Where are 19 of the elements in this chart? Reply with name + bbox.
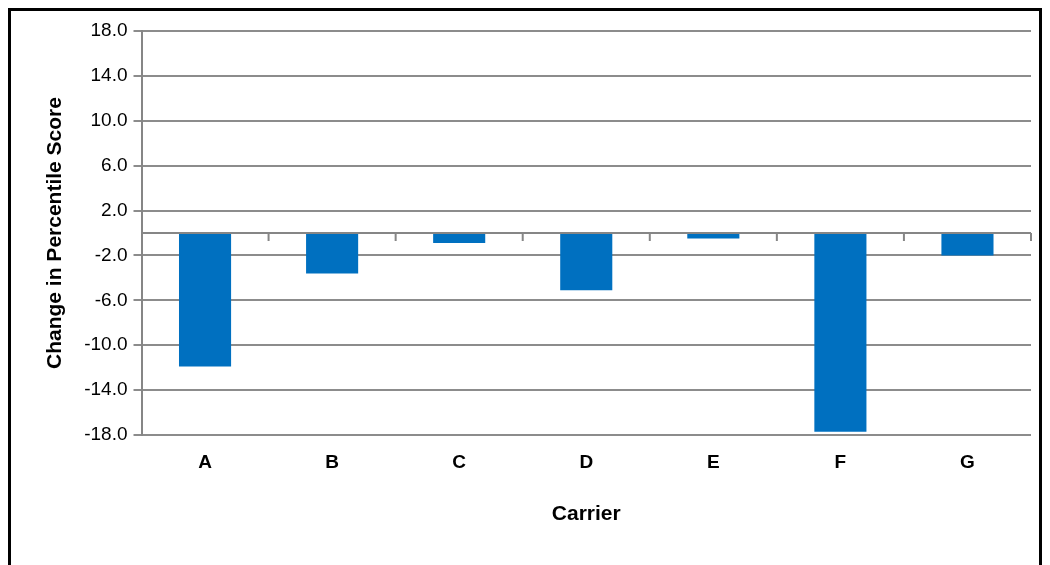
y-tick-label: -2.0 <box>94 243 128 265</box>
y-tick-label: 18.0 <box>90 19 128 41</box>
x-tick-label: G <box>960 450 975 472</box>
y-tick-label: 6.0 <box>101 153 128 175</box>
x-tick-label: B <box>325 450 339 472</box>
y-tick-label: -14.0 <box>84 378 128 400</box>
x-tick-label: E <box>706 450 720 472</box>
y-tick-label: 10.0 <box>90 109 128 131</box>
x-tick-label: D <box>579 450 594 472</box>
y-tick-label: 14.0 <box>90 64 128 86</box>
y-tick-label: -18.0 <box>84 423 128 445</box>
x-axis-title: Carrier <box>551 501 621 525</box>
y-axis-title: Change in Percentile Score <box>42 97 66 369</box>
y-tick-label: -6.0 <box>94 288 128 310</box>
x-tick-label: F <box>834 450 847 472</box>
y-tick-label: -10.0 <box>84 333 128 355</box>
x-tick-label: C <box>452 450 467 472</box>
x-tick-label: A <box>198 450 213 472</box>
y-tick-label: 2.0 <box>101 198 128 220</box>
